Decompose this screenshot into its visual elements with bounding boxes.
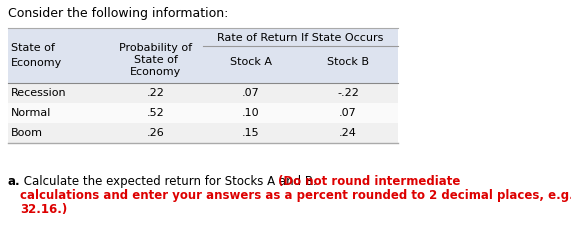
Text: .26: .26 [147, 128, 164, 138]
Text: .22: .22 [147, 88, 164, 98]
Text: State of: State of [134, 55, 178, 65]
Text: .07: .07 [242, 88, 259, 98]
Text: State of: State of [11, 43, 55, 53]
Text: Probability of: Probability of [119, 43, 192, 53]
Text: Rate of Return If State Occurs: Rate of Return If State Occurs [218, 33, 384, 43]
Text: Consider the following information:: Consider the following information: [8, 7, 228, 20]
Text: .15: .15 [242, 128, 259, 138]
Bar [8, 83, 398, 103]
Text: Stock A: Stock A [230, 57, 271, 67]
Text: Economy: Economy [130, 67, 181, 77]
Text: .10: .10 [242, 108, 259, 118]
Text: Economy: Economy [11, 58, 62, 68]
Text: a.: a. [8, 175, 21, 188]
Text: Recession: Recession [11, 88, 67, 98]
Text: -.22: -.22 [337, 88, 359, 98]
Bar [8, 123, 398, 143]
Text: Normal: Normal [11, 108, 51, 118]
Bar [8, 28, 398, 83]
Text: Boom: Boom [11, 128, 43, 138]
Text: calculations and enter your answers as a percent rounded to 2 decimal places, e.: calculations and enter your answers as a… [20, 189, 571, 202]
Text: .07: .07 [339, 108, 357, 118]
Bar [8, 103, 398, 123]
Text: .24: .24 [339, 128, 357, 138]
Text: Stock B: Stock B [327, 57, 369, 67]
Text: 32.16.): 32.16.) [20, 203, 67, 216]
Text: Calculate the expected return for Stocks A and B.: Calculate the expected return for Stocks… [20, 175, 320, 188]
Text: (Do not round intermediate: (Do not round intermediate [278, 175, 460, 188]
Text: .52: .52 [147, 108, 164, 118]
